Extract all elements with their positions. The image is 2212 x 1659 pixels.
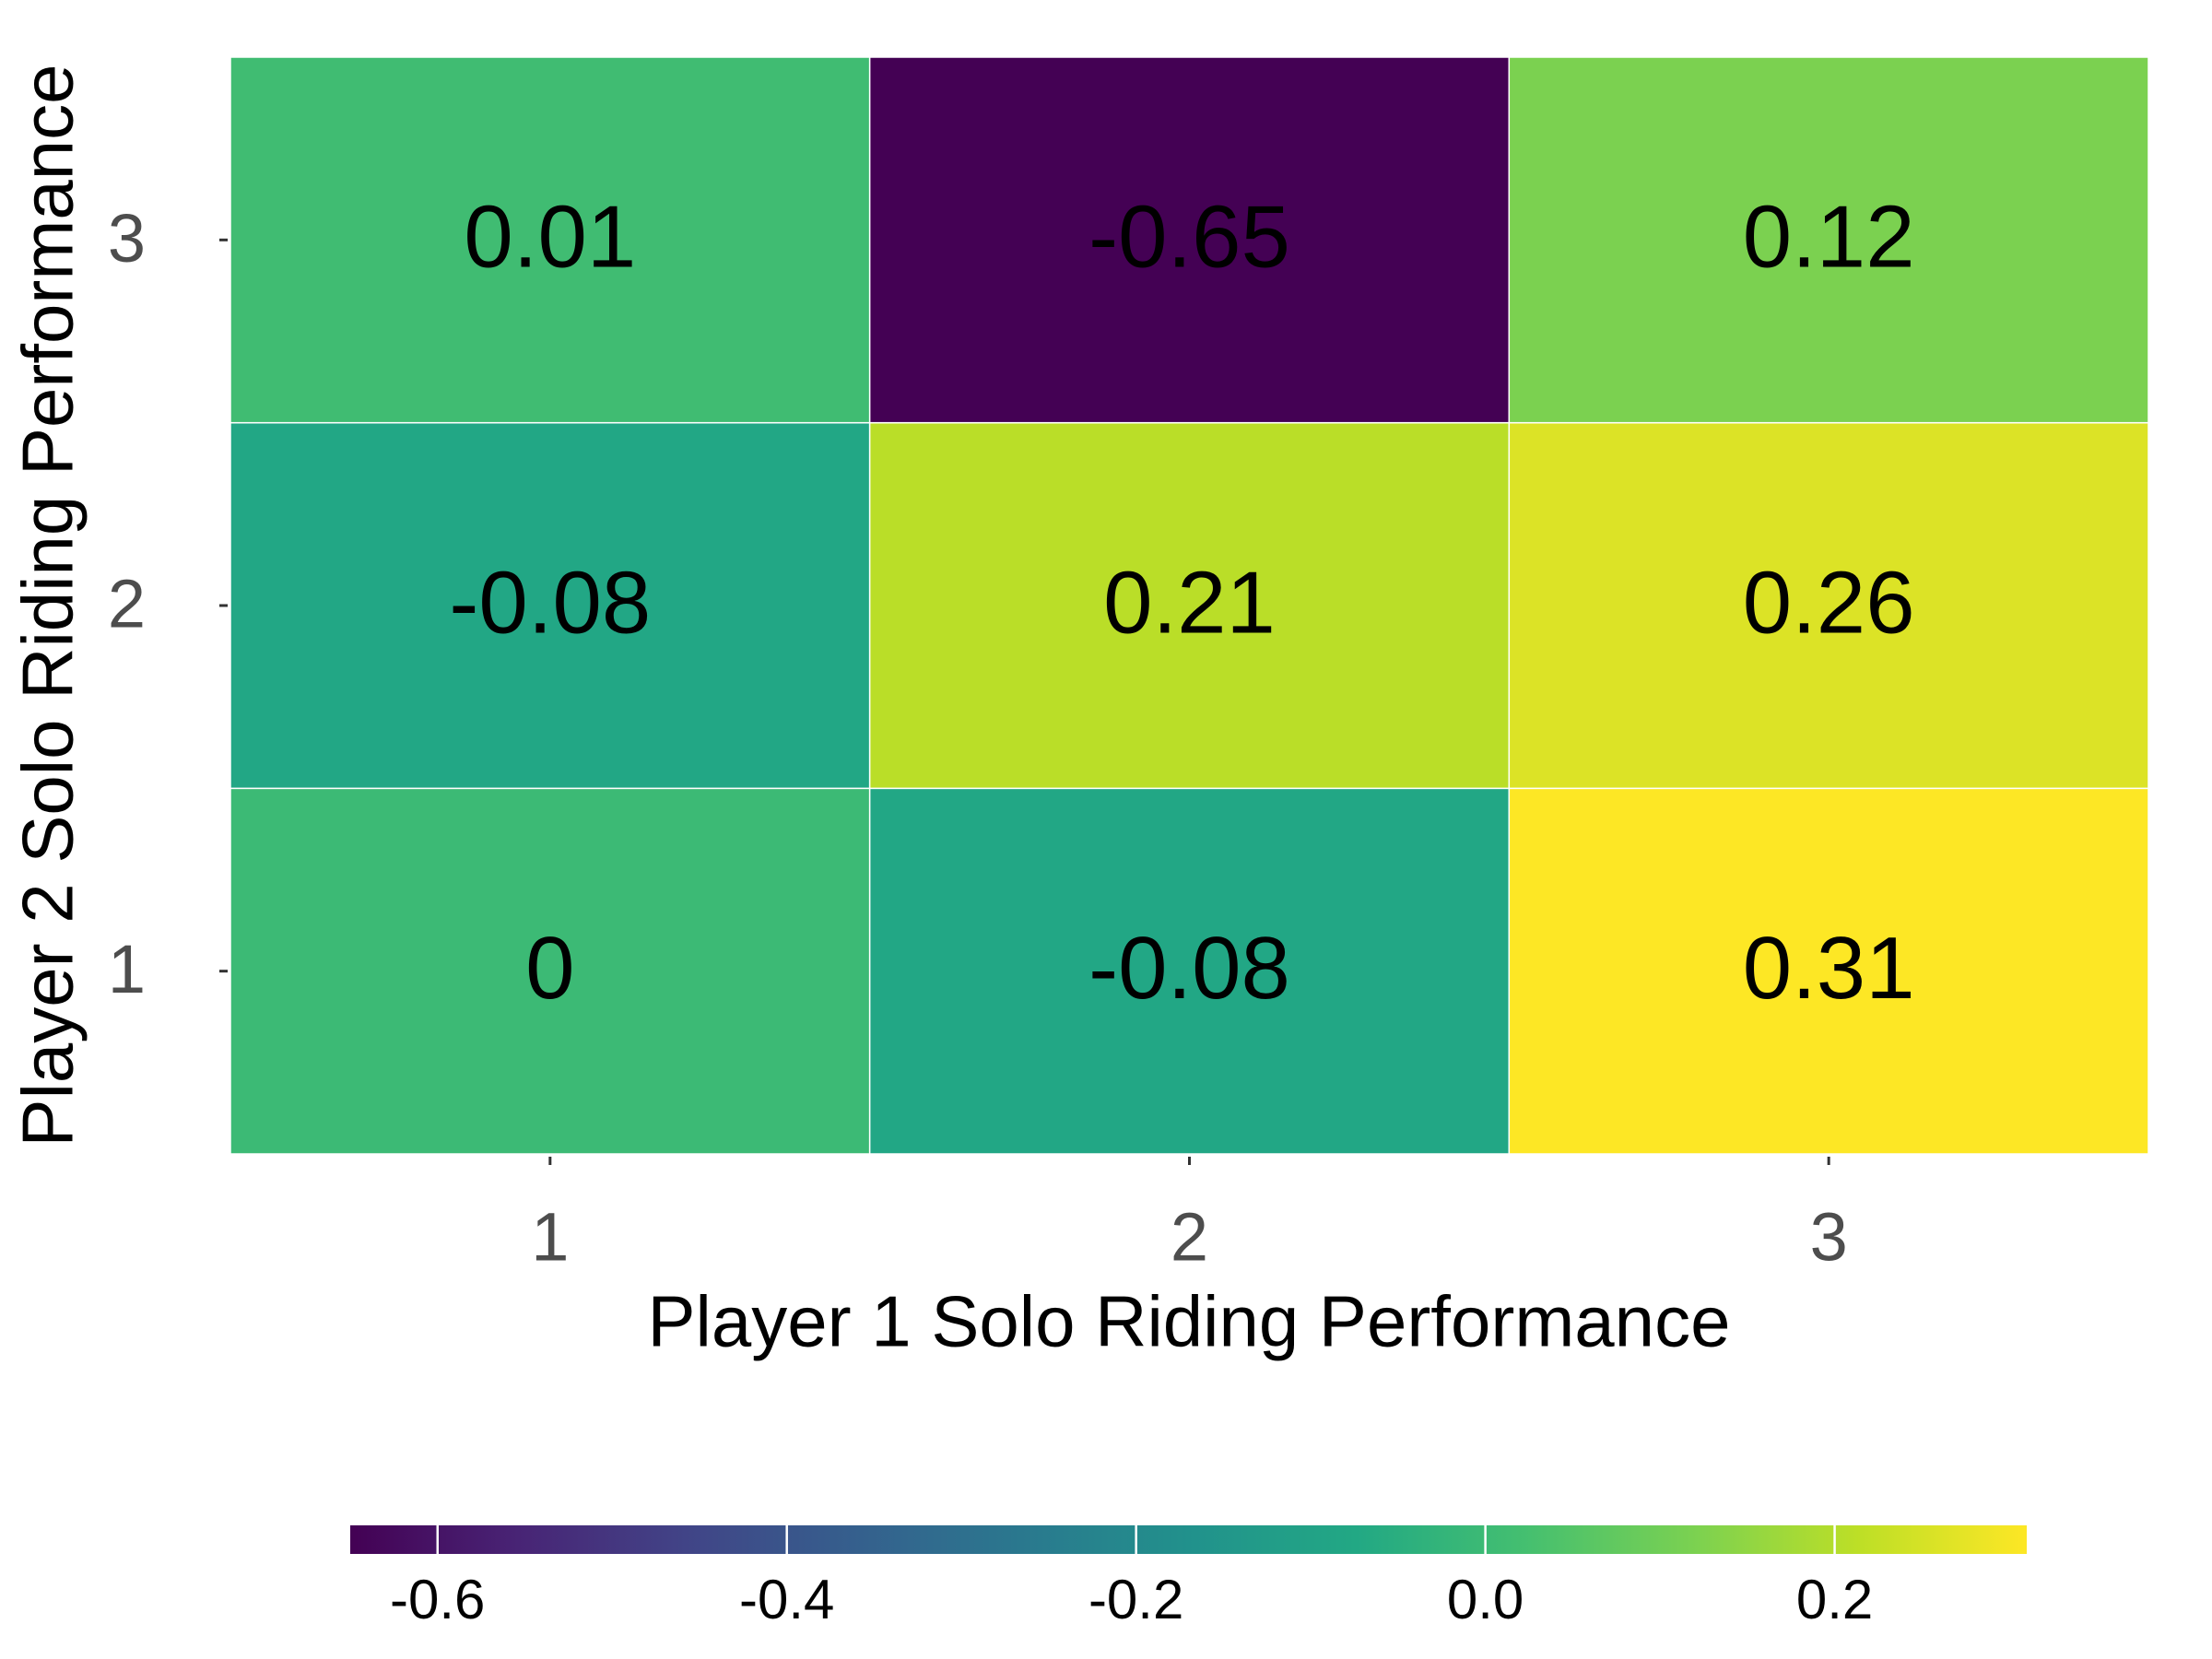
y-tick-label: 2	[108, 566, 146, 642]
colorbar-tick-label: -0.4	[739, 1569, 834, 1630]
cell-label: 0	[525, 919, 574, 1018]
x-tick-label: 3	[1810, 1199, 1848, 1276]
heatmap-cell	[1508, 421, 2149, 790]
y-tick-label: 1	[108, 931, 146, 1007]
x-tick-label: 2	[1171, 1199, 1208, 1276]
cell-label: 0.12	[1743, 188, 1915, 287]
heatmap-cell	[229, 787, 871, 1155]
cell-label: 0.31	[1743, 919, 1915, 1018]
colorbar-tick-label: 0.2	[1796, 1569, 1873, 1630]
colorbar-tick-label: -0.2	[1088, 1569, 1183, 1630]
cell-label: 0.26	[1743, 553, 1915, 652]
heatmap-cell	[229, 421, 871, 790]
y-axis-title: Player 2 Solo Riding Performance	[7, 65, 88, 1147]
cell-label: -0.65	[1088, 188, 1290, 287]
cell-label: 0.21	[1103, 553, 1276, 652]
colorbar-tick-label: 0.0	[1447, 1569, 1524, 1630]
colorbar-tick-label: -0.6	[390, 1569, 485, 1630]
x-axis-title: Player 1 Solo Riding Performance	[648, 1281, 1731, 1362]
heatmap-cell	[868, 787, 1511, 1155]
y-tick-label: 3	[108, 200, 146, 276]
heatmap-cell	[868, 421, 1511, 790]
heatmap-cell	[868, 56, 1511, 424]
cell-label: -0.08	[449, 553, 651, 652]
colorbar	[350, 1525, 2027, 1554]
cell-label: 0.01	[464, 188, 636, 287]
heatmap-cell	[1508, 56, 2149, 424]
cell-label: -0.08	[1088, 919, 1290, 1018]
x-tick-label: 1	[531, 1199, 569, 1276]
heatmap-cell	[229, 56, 871, 424]
